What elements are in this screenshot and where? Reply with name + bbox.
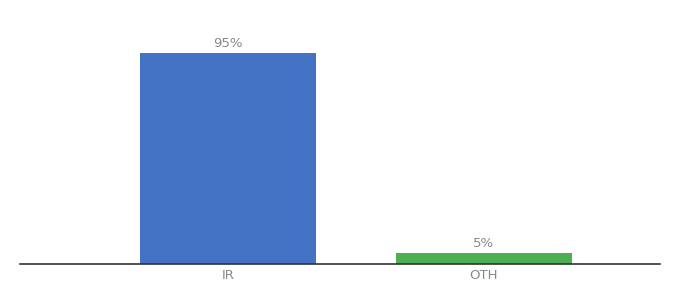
Text: 5%: 5%: [473, 237, 494, 250]
Bar: [140, 53, 316, 264]
Text: 95%: 95%: [214, 37, 243, 50]
Bar: [396, 253, 572, 264]
